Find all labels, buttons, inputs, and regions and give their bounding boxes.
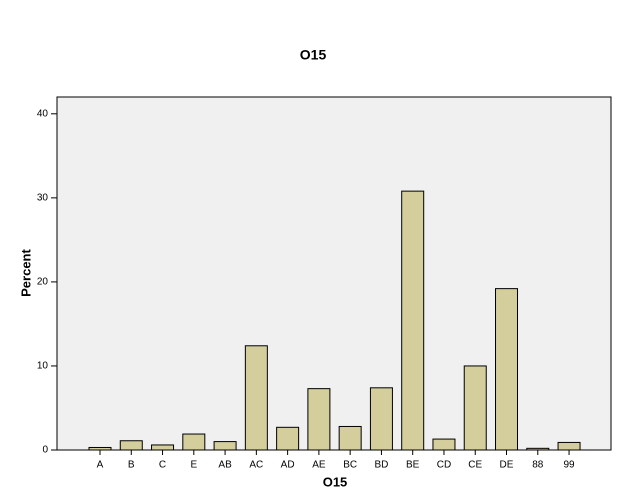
plot-area [56, 96, 612, 451]
bar [432, 438, 456, 451]
x-tick-label: BC [343, 460, 357, 471]
y-tick-label: 40 [37, 108, 49, 119]
x-tick-label: 88 [532, 460, 544, 471]
x-tick-label: A [97, 460, 104, 471]
bar [307, 388, 331, 451]
x-tick-label: AB [218, 460, 232, 471]
y-axis-title: Percent [18, 248, 33, 296]
bar [182, 433, 206, 451]
bar [495, 288, 519, 451]
bar [401, 190, 425, 451]
bar [369, 387, 393, 451]
x-tick-label: DE [500, 460, 514, 471]
x-tick-label: B [128, 460, 135, 471]
x-tick-label: 99 [563, 460, 575, 471]
x-tick-label: BE [406, 460, 420, 471]
y-tick-label: 30 [37, 192, 49, 203]
bar [276, 426, 300, 451]
bar [557, 441, 581, 451]
bar [88, 446, 112, 451]
bar [119, 440, 143, 451]
y-tick-label: 10 [37, 361, 49, 372]
x-tick-label: E [190, 460, 197, 471]
x-tick-label: C [159, 460, 166, 471]
x-axis-title: O15 [323, 474, 348, 489]
bar [526, 447, 550, 451]
bar [338, 425, 362, 451]
y-tick-label: 0 [42, 445, 48, 456]
x-tick-label: CD [437, 460, 451, 471]
x-tick-label: CE [468, 460, 482, 471]
x-tick-label: AE [312, 460, 326, 471]
chart-title: O15 [300, 47, 327, 63]
bar [463, 365, 487, 451]
bar [244, 345, 268, 451]
x-tick-label: BD [374, 460, 388, 471]
bar [151, 444, 175, 451]
x-tick-label: AC [249, 460, 263, 471]
y-tick-label: 20 [37, 277, 49, 288]
bar [213, 441, 237, 451]
x-tick-label: AD [281, 460, 295, 471]
